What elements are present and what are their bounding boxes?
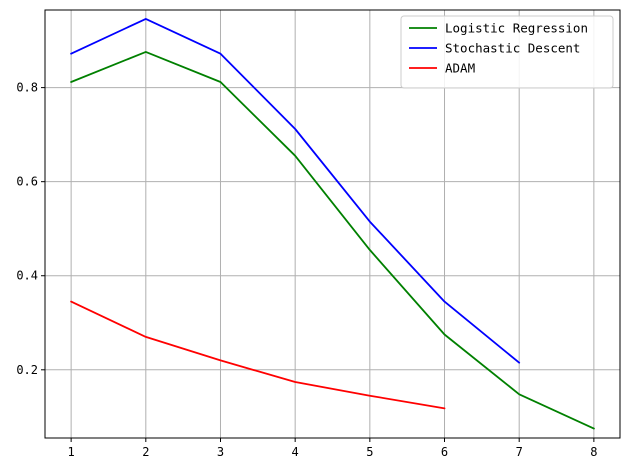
plot-area-frame bbox=[44, 9, 621, 439]
x-tick-label: 2 bbox=[142, 445, 149, 459]
series-line-0 bbox=[70, 51, 595, 430]
x-tick-label: 4 bbox=[292, 445, 299, 459]
y-tick-label: 0.8 bbox=[16, 81, 38, 95]
series-line-1 bbox=[70, 17, 521, 364]
y-tick-label: 0.6 bbox=[16, 175, 38, 189]
y-axis: 0.2 0.4 0.6 0.8 bbox=[16, 81, 45, 377]
x-tick-label: 3 bbox=[217, 445, 224, 459]
y-tick-label: 0.2 bbox=[16, 363, 38, 377]
x-axis: 1 2 3 4 5 6 7 8 bbox=[68, 438, 597, 459]
legend-label: Logistic Regression bbox=[445, 21, 588, 36]
series-lines bbox=[70, 17, 595, 430]
legend-box bbox=[400, 15, 614, 89]
x-tick-label: 8 bbox=[590, 445, 597, 459]
legend-label: Stochastic Descent bbox=[445, 41, 580, 56]
x-tick-label: 1 bbox=[68, 445, 75, 459]
series-line-2 bbox=[70, 300, 446, 410]
x-tick-label: 5 bbox=[366, 445, 373, 459]
legend: Logistic Regression Stochastic Descent ADA… bbox=[400, 15, 614, 89]
legend-label: ADAM bbox=[445, 61, 475, 76]
x-tick-label: 6 bbox=[441, 445, 448, 459]
x-tick-label: 7 bbox=[516, 445, 523, 459]
y-tick-label: 0.4 bbox=[16, 269, 38, 283]
